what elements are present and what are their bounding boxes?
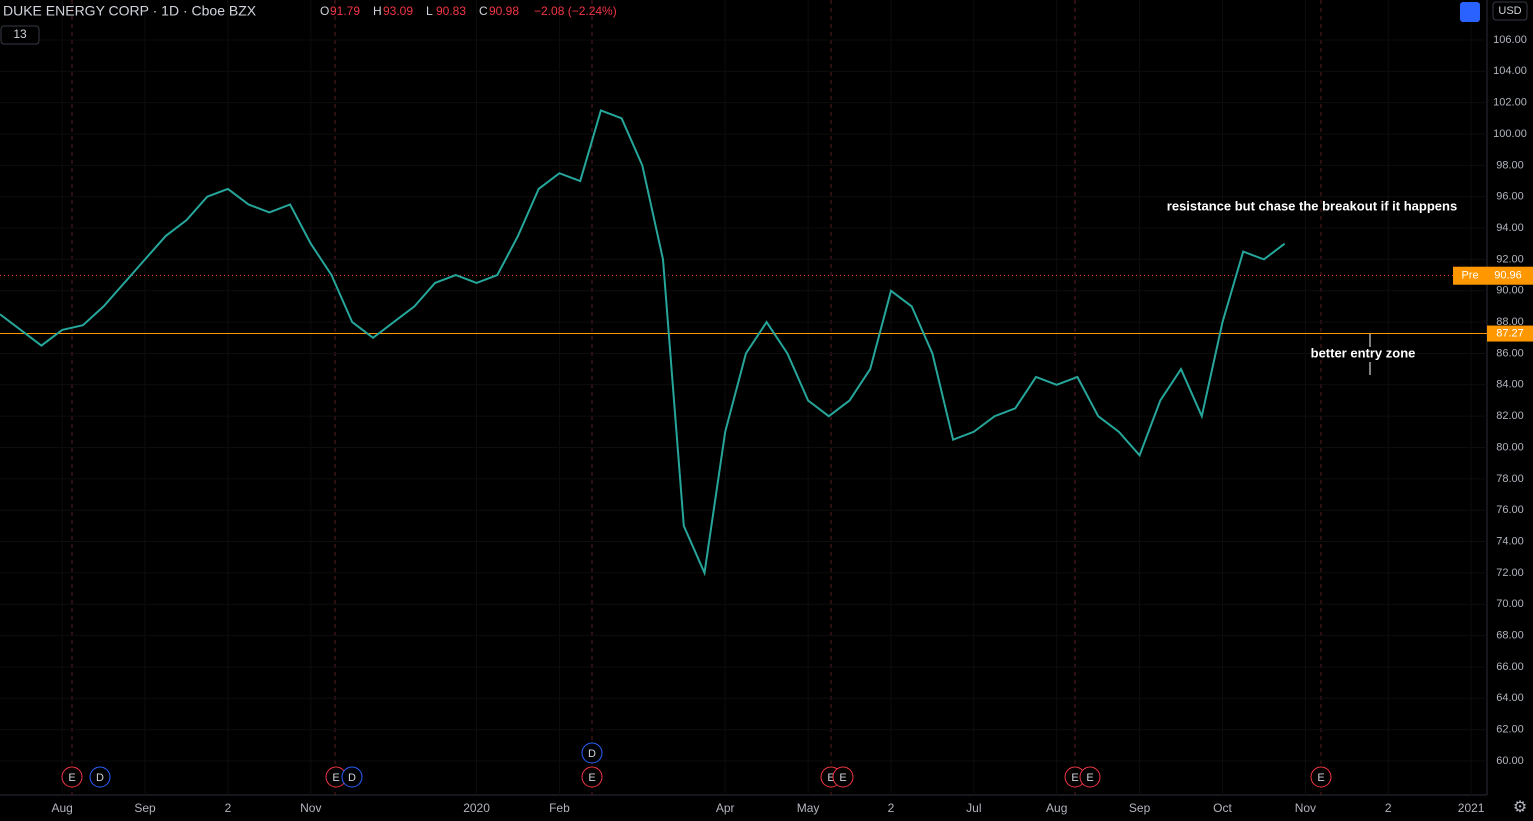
y-tick-label: 64.00 — [1496, 692, 1524, 704]
y-tick-label: 98.00 — [1496, 159, 1524, 171]
event-marker — [1079, 766, 1101, 788]
y-tick-label: 88.00 — [1496, 316, 1524, 328]
x-tick-label: Sep — [1129, 801, 1151, 815]
event-label: E — [1086, 772, 1093, 784]
x-tick-label: 2 — [225, 801, 232, 815]
ohlc-legend: O 91.79 H 93.09 L 90.83 C 90.98 −2.08 (−2.24%) — [320, 4, 617, 18]
y-tick-label: 78.00 — [1496, 473, 1524, 485]
x-tick-label: 2020 — [463, 801, 490, 815]
ohlc-label: L — [426, 4, 433, 18]
annotation: better entry zone — [1311, 345, 1416, 360]
x-tick-label: Aug — [1046, 801, 1067, 815]
y-tick-label: 62.00 — [1496, 724, 1524, 736]
x-tick-label: Feb — [549, 801, 570, 815]
event-label: D — [588, 748, 596, 760]
price-label: 87.27 — [1496, 327, 1524, 339]
event-marker — [581, 766, 603, 788]
y-tick-label: 82.00 — [1496, 410, 1524, 422]
indicator-toggle[interactable] — [0, 25, 40, 45]
ohlc-value: 90.98 — [489, 4, 519, 18]
event-label: D — [348, 772, 356, 784]
y-tick-label: 106.00 — [1493, 34, 1527, 46]
x-tick-label: Apr — [716, 801, 735, 815]
event-marker — [1310, 766, 1332, 788]
y-tick-label: 96.00 — [1496, 191, 1524, 203]
y-tick-label: 72.00 — [1496, 567, 1524, 579]
y-tick-label: 76.00 — [1496, 504, 1524, 516]
event-label: E — [827, 772, 834, 784]
annotation: resistance but chase the breakout if it … — [1167, 198, 1457, 213]
event-label: E — [68, 772, 75, 784]
y-tick-label: 84.00 — [1496, 379, 1524, 391]
x-tick-label: 2 — [888, 801, 895, 815]
ohlc-value: 93.09 — [383, 4, 413, 18]
compare-button[interactable] — [1460, 2, 1480, 22]
x-tick-label: Aug — [51, 801, 72, 815]
event-marker — [341, 766, 363, 788]
premarket-value: 90.96 — [1494, 270, 1522, 282]
event-label: E — [1071, 772, 1078, 784]
y-tick-label: 70.00 — [1496, 598, 1524, 610]
event-marker — [581, 742, 603, 764]
price-label-box — [1487, 325, 1533, 342]
y-tick-label: 92.00 — [1496, 253, 1524, 265]
x-tick-label: Nov — [300, 801, 321, 815]
y-tick-label: 102.00 — [1493, 97, 1527, 109]
x-tick-label: May — [797, 801, 820, 815]
y-tick-label: 104.00 — [1493, 65, 1527, 77]
event-label: D — [96, 772, 104, 784]
event-label: E — [332, 772, 339, 784]
x-tick-label: Nov — [1295, 801, 1316, 815]
symbol-title: DUKE ENERGY CORP · 1D · Cboe BZX — [3, 3, 257, 19]
ohlc-label: O — [320, 4, 329, 18]
event-marker — [832, 766, 854, 788]
y-tick-label: 100.00 — [1493, 128, 1527, 140]
event-marker — [89, 766, 111, 788]
y-tick-label: 68.00 — [1496, 629, 1524, 641]
premarket-label: Pre — [1461, 270, 1478, 282]
price-line-series — [0, 109, 1286, 577]
event-marker — [61, 766, 83, 788]
y-tick-label: 60.00 — [1496, 755, 1524, 767]
settings-icon: ⚙ — [1513, 799, 1527, 816]
ohlc-label: C — [479, 4, 488, 18]
x-tick-label: Sep — [134, 801, 156, 815]
y-tick-label: 80.00 — [1496, 441, 1524, 453]
x-tick-label: Jul — [966, 801, 981, 815]
y-tick-label: 86.00 — [1496, 347, 1524, 359]
currency: USD — [1498, 5, 1521, 17]
y-tick-label: 66.00 — [1496, 661, 1524, 673]
ohlc-label: H — [373, 4, 382, 18]
currency-box[interactable] — [1492, 1, 1528, 21]
indicator-count: 13 — [13, 27, 27, 41]
event-label: E — [1317, 772, 1324, 784]
ohlc-value: 91.79 — [330, 4, 360, 18]
ohlc-value: 90.83 — [436, 4, 466, 18]
event-label: E — [839, 772, 846, 784]
event-label: E — [588, 772, 595, 784]
y-tick-label: 90.00 — [1496, 285, 1524, 297]
x-tick-label: Oct — [1213, 801, 1232, 815]
x-tick-label: 2021 — [1458, 801, 1485, 815]
y-tick-label: 74.00 — [1496, 535, 1524, 547]
premarket-box — [1453, 266, 1533, 285]
change: −2.08 (−2.24%) — [534, 4, 617, 18]
y-tick-label: 94.00 — [1496, 222, 1524, 234]
x-tick-label: 2 — [1385, 801, 1392, 815]
